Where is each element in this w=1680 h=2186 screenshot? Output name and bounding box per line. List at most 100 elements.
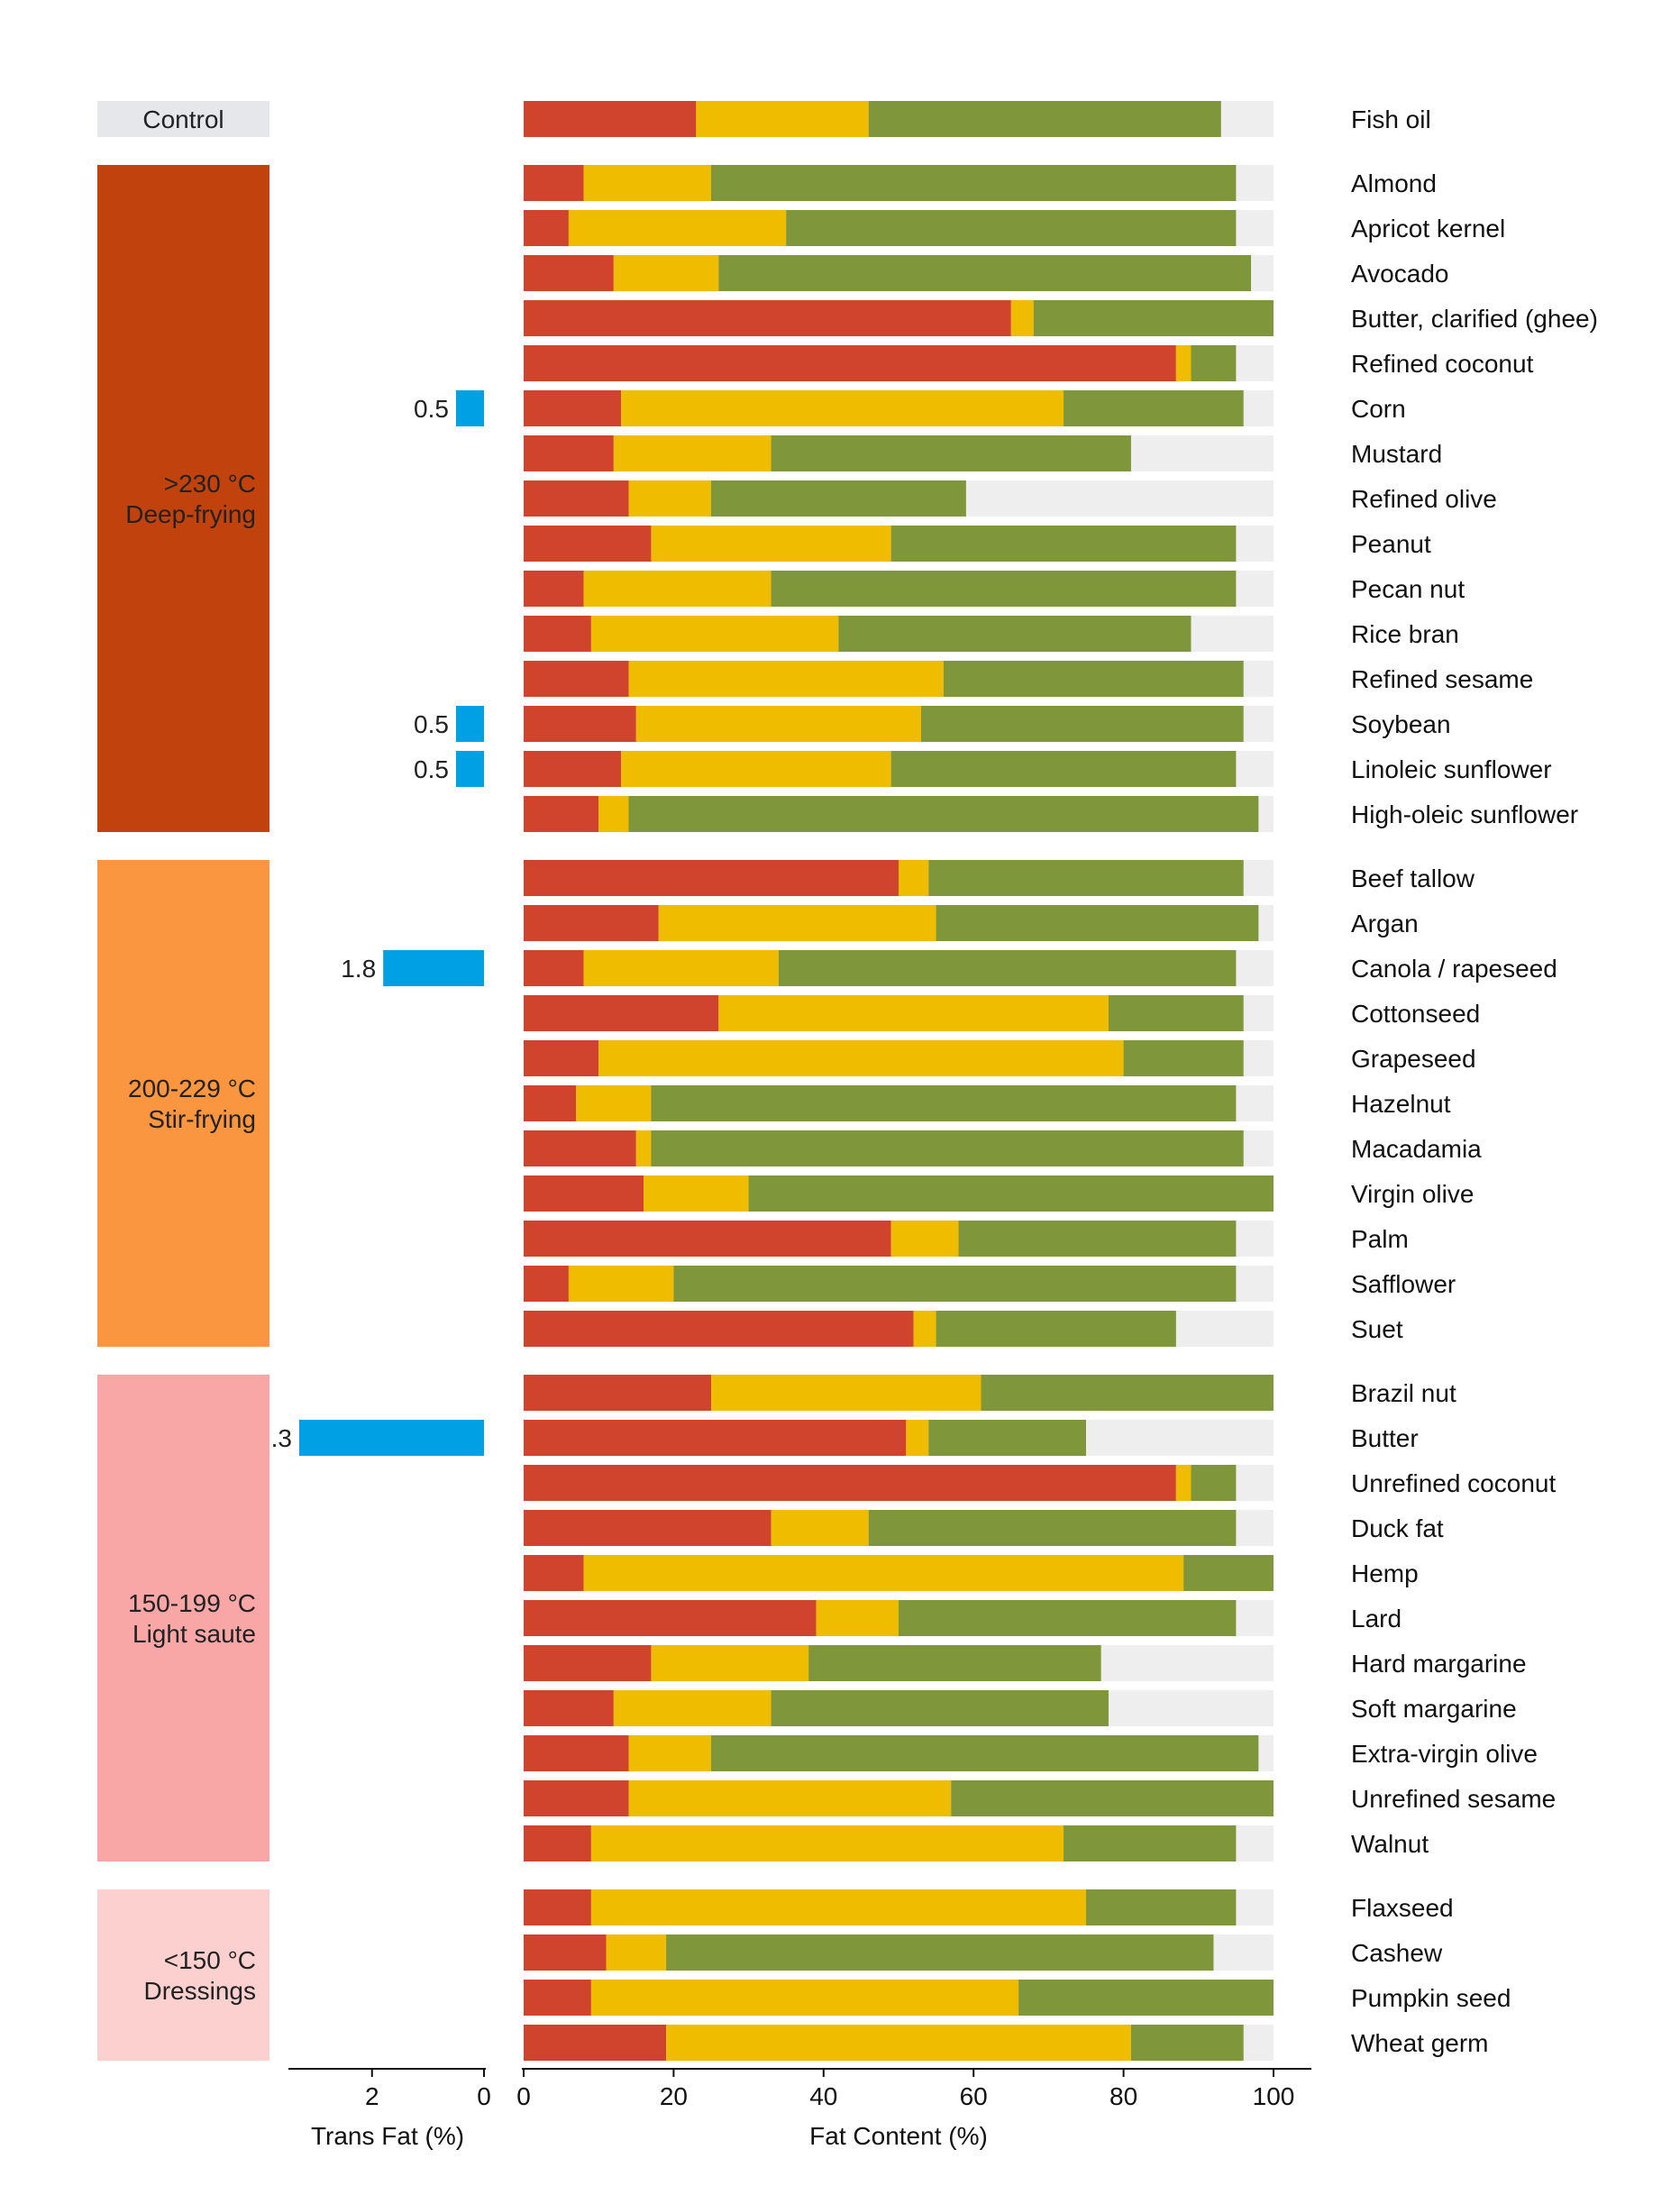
- bar-segment-saturated: [524, 526, 652, 562]
- bar-segment-monounsaturated: [890, 1221, 959, 1257]
- bar-segment-saturated: [524, 1040, 599, 1076]
- bar-segment-monounsaturated: [606, 1934, 667, 1971]
- bar-segment-saturated: [524, 1555, 584, 1591]
- bar-segment-polyunsaturated: [1191, 345, 1237, 381]
- bar-segment-polyunsaturated: [928, 1420, 1086, 1456]
- bar-segment-polyunsaturated: [890, 526, 1237, 562]
- bar-segment-monounsaturated: [621, 390, 1064, 426]
- bar-segment-monounsaturated: [583, 571, 772, 607]
- trans-fat-label: 1.8: [341, 955, 376, 983]
- bar-segment-monounsaturated: [590, 1889, 1086, 1925]
- bar-segment-polyunsaturated: [711, 165, 1237, 201]
- category-label: Mustard: [1351, 440, 1442, 468]
- bar-segment-monounsaturated: [568, 1266, 674, 1302]
- bar-segment-polyunsaturated: [771, 1690, 1109, 1726]
- bar-segment-polyunsaturated: [1108, 995, 1244, 1031]
- bar-segment-polyunsaturated: [673, 1266, 1237, 1302]
- bar-segment-monounsaturated: [628, 480, 711, 517]
- bar-segment-monounsaturated: [658, 905, 936, 941]
- category-label: Refined olive: [1351, 485, 1497, 513]
- trans-fat-label: .3: [271, 1424, 292, 1452]
- bar-segment-saturated: [524, 905, 659, 941]
- bar-segment-saturated: [524, 480, 629, 517]
- bar-segment-saturated: [524, 1221, 891, 1257]
- category-label: Butter: [1351, 1424, 1419, 1452]
- bar-segment-saturated: [524, 1510, 772, 1546]
- bar-segment-polyunsaturated: [899, 1600, 1237, 1636]
- bar-segment-monounsaturated: [583, 165, 711, 201]
- bar-segment-saturated: [524, 706, 636, 742]
- bar-segment-polyunsaturated: [868, 101, 1221, 137]
- bar-segment-saturated: [524, 1780, 629, 1816]
- bar-segment-polyunsaturated: [666, 1934, 1214, 1971]
- bar-segment-saturated: [524, 571, 584, 607]
- bar-segment-polyunsaturated: [778, 950, 1237, 986]
- bar-segment-saturated: [524, 1889, 591, 1925]
- bar-segment-polyunsaturated: [1123, 1040, 1244, 1076]
- bar-segment-polyunsaturated: [951, 1780, 1274, 1816]
- bar-segment-saturated: [524, 1980, 591, 2016]
- category-label: Palm: [1351, 1225, 1409, 1253]
- bar-segment-monounsaturated: [598, 1040, 1124, 1076]
- trans-fat-label: 0.5: [414, 395, 449, 423]
- bar-segment-monounsaturated: [771, 1510, 869, 1546]
- bar-segment-polyunsaturated: [1064, 390, 1244, 426]
- trans-fat-bar: [455, 390, 484, 426]
- bar-segment-monounsaturated: [583, 1555, 1184, 1591]
- category-label: Avocado: [1351, 260, 1448, 288]
- category-label: Unrefined sesame: [1351, 1785, 1556, 1813]
- category-label: Unrefined coconut: [1351, 1469, 1556, 1497]
- bar-segment-polyunsaturated: [771, 435, 1131, 471]
- x-tick-label: 20: [660, 2082, 688, 2110]
- bar-segment-polyunsaturated: [808, 1645, 1101, 1681]
- category-label: Refined coconut: [1351, 350, 1534, 378]
- trans-tick-label: 2: [365, 2082, 379, 2110]
- category-label: Apricot kernel: [1351, 215, 1505, 242]
- bar-segment-monounsaturated: [635, 1130, 652, 1166]
- category-label: Refined sesame: [1351, 665, 1533, 693]
- bar-segment-polyunsaturated: [1064, 1825, 1237, 1861]
- bar-segment-monounsaturated: [583, 950, 779, 986]
- bar-segment-monounsaturated: [666, 2025, 1131, 2061]
- trans-fat-bar: [299, 1420, 484, 1456]
- group-label: 150-199 °C: [128, 1589, 256, 1617]
- bar-segment-saturated: [524, 165, 584, 201]
- x-tick-label: 60: [960, 2082, 988, 2110]
- category-label: Butter, clarified (ghee): [1351, 305, 1598, 333]
- bar-segment-monounsaturated: [621, 751, 891, 787]
- group-label: Deep-frying: [125, 500, 256, 528]
- bar-segment-monounsaturated: [576, 1085, 652, 1121]
- bar-segment-polyunsaturated: [1018, 1980, 1274, 2016]
- bar-segment-polyunsaturated: [1183, 1555, 1274, 1591]
- bar-segment-monounsaturated: [635, 706, 921, 742]
- bar-segment-polyunsaturated: [868, 1510, 1237, 1546]
- category-label: Pecan nut: [1351, 575, 1465, 603]
- bar-segment-monounsaturated: [1010, 300, 1034, 336]
- bar-segment-polyunsaturated: [711, 1735, 1259, 1771]
- category-label: Lard: [1351, 1605, 1402, 1633]
- x-tick-label: 100: [1253, 2082, 1295, 2110]
- bar-segment-monounsaturated: [1175, 345, 1192, 381]
- bar-segment-polyunsaturated: [958, 1221, 1237, 1257]
- category-label: Beef tallow: [1351, 864, 1475, 892]
- bar-segment-monounsaturated: [718, 995, 1109, 1031]
- category-label: Safflower: [1351, 1270, 1456, 1298]
- trans-fat-bar: [455, 751, 484, 787]
- bar-segment-polyunsaturated: [890, 751, 1237, 787]
- bar-segment-polyunsaturated: [928, 860, 1244, 896]
- bar-segment-monounsaturated: [651, 1645, 809, 1681]
- group-label: Control: [142, 105, 224, 133]
- bar-segment-monounsaturated: [1175, 1465, 1192, 1501]
- category-label: Peanut: [1351, 530, 1431, 558]
- bar-segment-polyunsaturated: [981, 1375, 1274, 1411]
- bar-segment-monounsaturated: [899, 860, 929, 896]
- bar-segment-monounsaturated: [613, 1690, 772, 1726]
- category-label: Soybean: [1351, 710, 1451, 738]
- bar-segment-saturated: [524, 345, 1176, 381]
- category-label: Corn: [1351, 395, 1406, 423]
- group-label: Dressings: [144, 1977, 256, 2005]
- bar-segment-saturated: [524, 751, 622, 787]
- category-label: Hemp: [1351, 1559, 1419, 1587]
- bar-segment-saturated: [524, 1645, 652, 1681]
